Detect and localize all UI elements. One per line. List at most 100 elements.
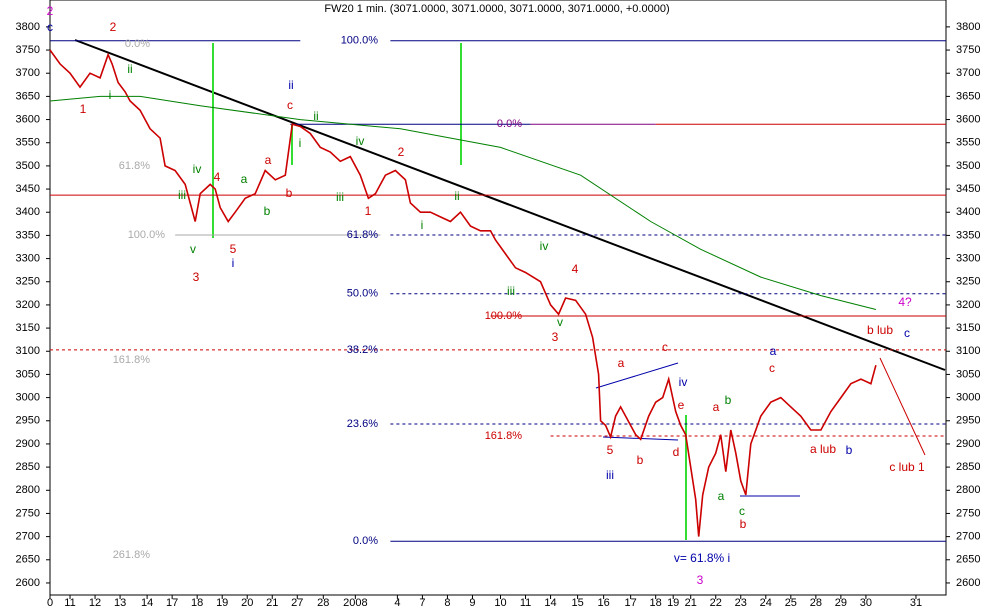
wave-label: iii xyxy=(507,284,515,298)
y-tick-label: 2650 xyxy=(956,554,980,566)
wave-label: 4? xyxy=(898,295,912,309)
wave-label: i xyxy=(109,88,112,102)
y-tick-label: 2900 xyxy=(16,438,40,450)
y-tick-label: 3250 xyxy=(16,276,40,288)
wave-label: b lub xyxy=(867,323,893,337)
moving-average xyxy=(49,95,877,310)
y-tick-label: 2650 xyxy=(16,554,40,566)
wave-label: b xyxy=(637,453,644,467)
y-tick-label: 3500 xyxy=(956,160,980,172)
wave-label: v xyxy=(190,242,196,256)
level-label: 23.6% xyxy=(347,418,378,430)
wave-label: c xyxy=(739,504,745,518)
wave-label: e xyxy=(678,398,685,412)
y-tick-label: 3700 xyxy=(956,67,980,79)
wave-label: a xyxy=(241,172,248,186)
wave-label: 4 xyxy=(214,170,221,184)
y-tick-label: 3400 xyxy=(16,206,40,218)
wave-label: a xyxy=(265,153,272,167)
x-tick-label: 28 xyxy=(810,597,822,608)
y-tick-label: 3350 xyxy=(956,229,980,241)
level-label: 0.0% xyxy=(353,535,378,547)
y-tick-label: 3800 xyxy=(956,21,980,33)
x-tick-label: 12 xyxy=(89,597,101,608)
y-tick-label: 3500 xyxy=(16,160,40,172)
y-tick-label: 3400 xyxy=(956,206,980,218)
wave-label: ii xyxy=(454,189,459,203)
wave-label: 2 xyxy=(47,4,54,18)
wave-label: b xyxy=(740,517,747,531)
x-tick-label: 13 xyxy=(114,597,126,608)
wave-label: v= 61.8% i xyxy=(674,551,730,565)
wave-label: a xyxy=(718,489,725,503)
y-tick-label: 3350 xyxy=(16,229,40,241)
x-tick-label: 25 xyxy=(785,597,797,608)
wave-label: b xyxy=(725,393,732,407)
x-tick-label: 11 xyxy=(64,597,75,608)
plot-frame xyxy=(49,0,947,596)
wave-label: c xyxy=(904,326,910,340)
wave-label: iii xyxy=(606,468,614,482)
y-tick-label: 3100 xyxy=(956,345,980,357)
level-label: 61.8% xyxy=(119,160,150,172)
wave-label: i xyxy=(299,136,302,150)
x-tick-label: 11 xyxy=(520,597,531,608)
wave-label: iii xyxy=(336,190,344,204)
y-tick-label: 2750 xyxy=(16,507,40,519)
x-tick-label: 17 xyxy=(166,597,178,608)
y-tick-label: 2600 xyxy=(16,577,40,589)
level-label: 100.0% xyxy=(128,229,166,241)
x-tick-label: 4 xyxy=(394,597,400,608)
level-label: 38.2% xyxy=(347,344,378,356)
wave-label: 5 xyxy=(607,443,614,457)
x-tick-label: 29 xyxy=(835,597,847,608)
wave-label: 2 xyxy=(398,145,405,159)
y-tick-label: 3600 xyxy=(16,113,40,125)
y-tick-label: 2850 xyxy=(16,461,40,473)
y-tick-label: 3050 xyxy=(16,368,40,380)
wave-label: c xyxy=(47,20,53,34)
wave-label: b xyxy=(264,204,271,218)
x-tick-label: 9 xyxy=(469,597,475,608)
x-tick-label: 14 xyxy=(544,597,556,608)
x-tick-label: 30 xyxy=(860,597,872,608)
x-tick-label: 19 xyxy=(667,597,679,608)
x-tick-label: 8 xyxy=(444,597,450,608)
x-tick-label: 18 xyxy=(191,597,203,608)
y-tick-label: 3450 xyxy=(956,183,980,195)
y-tick-label: 2900 xyxy=(956,438,980,450)
wave-label: c xyxy=(287,98,293,112)
wave-label: ii xyxy=(313,109,318,123)
wave-label: c lub 1 xyxy=(889,460,925,474)
wave-label: 3 xyxy=(193,270,200,284)
wave-label: 4 xyxy=(572,262,579,276)
trend-line xyxy=(74,39,946,371)
x-tick-label: 10 xyxy=(494,597,506,608)
x-tick-label: 16 xyxy=(597,597,609,608)
y-tick-label: 3750 xyxy=(956,44,980,56)
y-tick-label: 3200 xyxy=(956,299,980,311)
level-label: 161.8% xyxy=(113,354,151,366)
y-tick-label: 3650 xyxy=(16,90,40,102)
wave-label: ii xyxy=(288,78,293,92)
wave-label: iv xyxy=(356,134,365,148)
level-label: 161.8% xyxy=(485,430,523,442)
wave-label: 5 xyxy=(230,242,237,256)
y-tick-label: 3700 xyxy=(16,67,40,79)
wave-label: iv xyxy=(193,162,202,176)
y-tick-label: 3050 xyxy=(956,368,980,380)
x-tick-label: 27 xyxy=(291,597,303,608)
wave-label: 2 xyxy=(110,20,117,34)
channel-line xyxy=(595,362,679,389)
level-label: 100.0% xyxy=(485,310,523,322)
x-tick-label: 18 xyxy=(650,597,662,608)
wave-label: ii xyxy=(127,62,132,76)
chart-title: FW20 1 min. (3071.0000, 3071.0000, 3071.… xyxy=(324,3,669,15)
wave-label: i xyxy=(421,218,424,232)
wave-label: 3 xyxy=(552,330,559,344)
x-tick-label: 14 xyxy=(141,597,153,608)
x-tick-label: 20 xyxy=(241,597,253,608)
wave-label: 1 xyxy=(365,204,372,218)
y-tick-label: 3650 xyxy=(956,90,980,102)
